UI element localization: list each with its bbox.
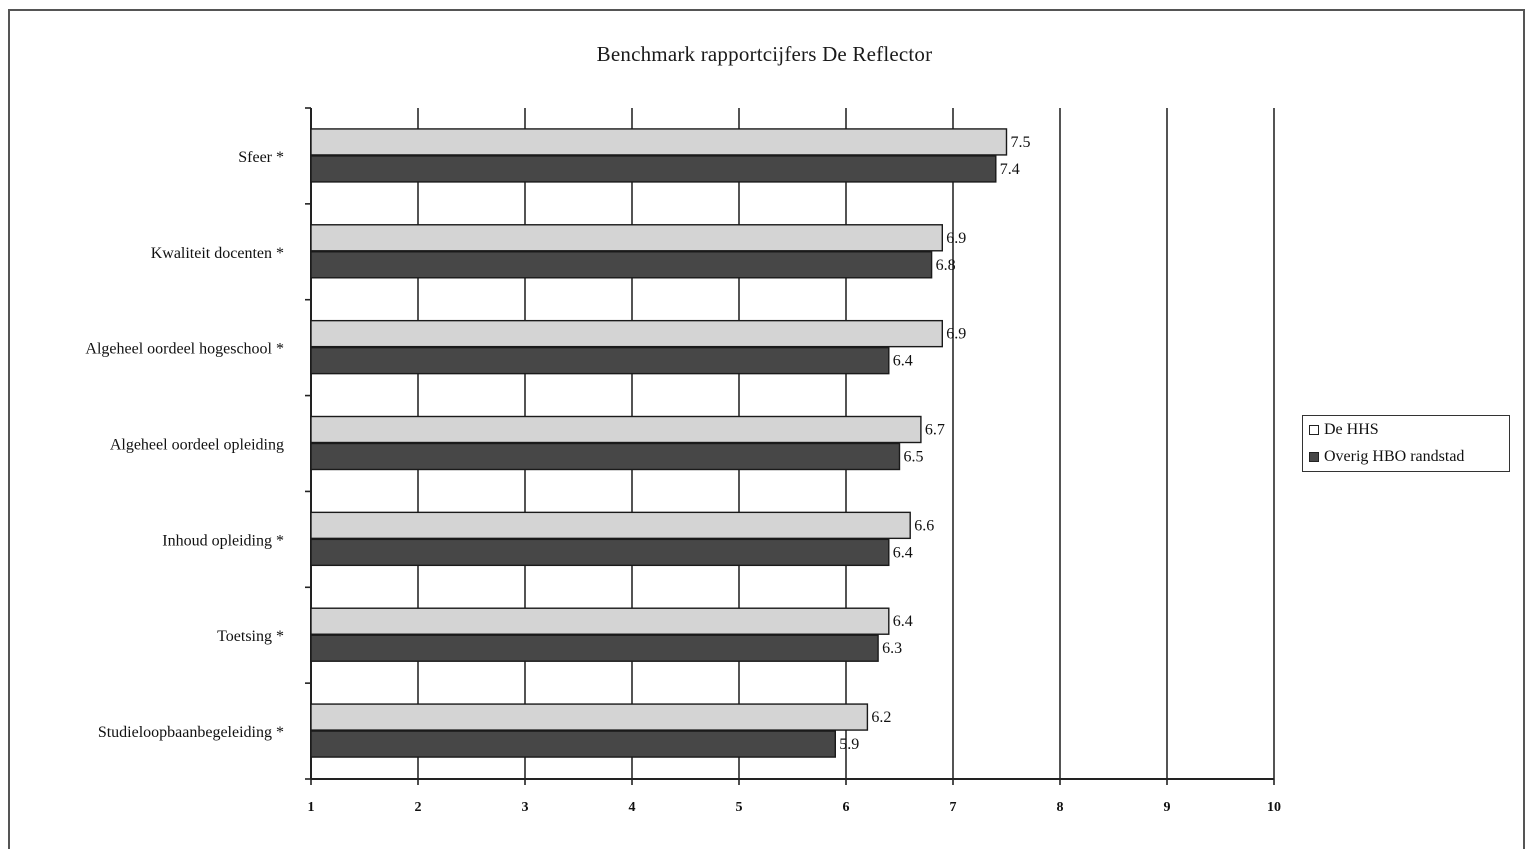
- bar-series0-cat3: [310, 415, 922, 444]
- x-tick-label-5: 5: [736, 800, 743, 815]
- data-label-series0-cat5: 6.4: [893, 613, 913, 630]
- category-label-1: Kwaliteit docenten *: [151, 245, 284, 262]
- data-label-series0-cat6: 6.2: [871, 709, 891, 726]
- bar-series1-cat2: [310, 346, 890, 375]
- bar-series1-cat5: [310, 634, 879, 662]
- category-label-3: Algeheel oordeel opleiding: [110, 437, 284, 454]
- x-tick-label-1: 1: [308, 800, 315, 815]
- category-label-2: Algeheel oordeel hogeschool *: [85, 341, 284, 358]
- chart-title: Benchmark rapportcijfers De Reflector: [596, 42, 933, 66]
- data-label-series0-cat1: 6.9: [946, 230, 966, 247]
- legend-item-de-hhs: De HHS: [1309, 420, 1379, 440]
- bar-series1-cat1: [310, 251, 933, 279]
- data-label-series1-cat5: 6.3: [882, 640, 902, 657]
- x-tick-label-6: 6: [843, 800, 850, 815]
- bar-series0-cat0: [310, 128, 1008, 156]
- bar-series1-cat4: [310, 538, 890, 567]
- bar-series0-cat5: [310, 607, 890, 635]
- data-label-series1-cat2: 6.4: [893, 353, 913, 370]
- legend-label-overig-hbo: Overig HBO randstad: [1324, 448, 1465, 465]
- bar-series1-cat3: [310, 442, 901, 471]
- data-label-series0-cat3: 6.7: [925, 422, 945, 439]
- data-label-series0-cat0: 7.5: [1011, 134, 1031, 151]
- category-label-5: Toetsing *: [217, 628, 284, 645]
- x-tick-label-9: 9: [1164, 800, 1171, 815]
- legend: De HHS Overig HBO randstad: [1302, 415, 1510, 472]
- data-label-series1-cat1: 6.8: [936, 257, 956, 274]
- data-label-series0-cat2: 6.9: [946, 326, 966, 343]
- bar-series0-cat1: [310, 224, 943, 252]
- legend-swatch-overig-hbo: [1309, 452, 1319, 462]
- bar-series0-cat6: [310, 703, 869, 731]
- x-tick-label-2: 2: [415, 800, 422, 815]
- data-label-series1-cat0: 7.4: [1000, 161, 1020, 178]
- data-label-series1-cat6: 5.9: [839, 736, 859, 753]
- category-label-6: Studieloopbaanbegeleiding *: [98, 724, 284, 741]
- legend-swatch-de-hhs: [1309, 425, 1319, 435]
- x-tick-label-10: 10: [1267, 800, 1281, 815]
- bar-series1-cat6: [310, 730, 836, 758]
- bar-series0-cat4: [310, 511, 911, 540]
- legend-label-de-hhs: De HHS: [1324, 421, 1379, 438]
- legend-item-overig-hbo: Overig HBO randstad: [1309, 447, 1464, 467]
- data-label-series1-cat4: 6.4: [893, 544, 913, 561]
- category-label-4: Inhoud opleiding *: [162, 532, 284, 549]
- bar-series1-cat0: [310, 155, 997, 183]
- bar-series0-cat2: [310, 319, 943, 348]
- x-tick-label-3: 3: [522, 800, 529, 815]
- x-tick-label-8: 8: [1057, 800, 1064, 815]
- x-tick-label-7: 7: [950, 800, 957, 815]
- x-tick-label-4: 4: [629, 800, 636, 815]
- data-label-series0-cat4: 6.6: [914, 517, 934, 534]
- data-label-series1-cat3: 6.5: [904, 449, 924, 466]
- category-label-0: Sfeer *: [238, 149, 284, 166]
